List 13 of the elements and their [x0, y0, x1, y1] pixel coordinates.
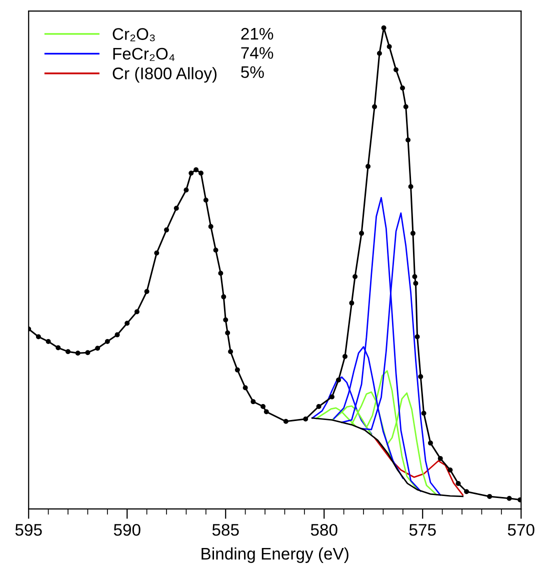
legend-label: FeCr₂O₄ — [113, 48, 175, 61]
x-tick-label: 585 — [212, 524, 239, 536]
annotation: 21% — [241, 28, 274, 40]
x-tick-label: 595 — [15, 524, 42, 536]
x-tick-label: 590 — [114, 524, 140, 536]
x-tick-label: 570 — [508, 524, 534, 536]
annotation: 74% — [241, 47, 274, 59]
legend-label: Cr₂O₃ — [112, 28, 155, 42]
x-tick-label: 580 — [310, 524, 338, 536]
x-axis-title: Binding Energy (eV) — [202, 547, 348, 563]
x-tick-label: 575 — [409, 524, 436, 536]
legend-label: Cr (I800 Alloy) — [112, 67, 217, 83]
annotation: 5% — [241, 66, 264, 78]
